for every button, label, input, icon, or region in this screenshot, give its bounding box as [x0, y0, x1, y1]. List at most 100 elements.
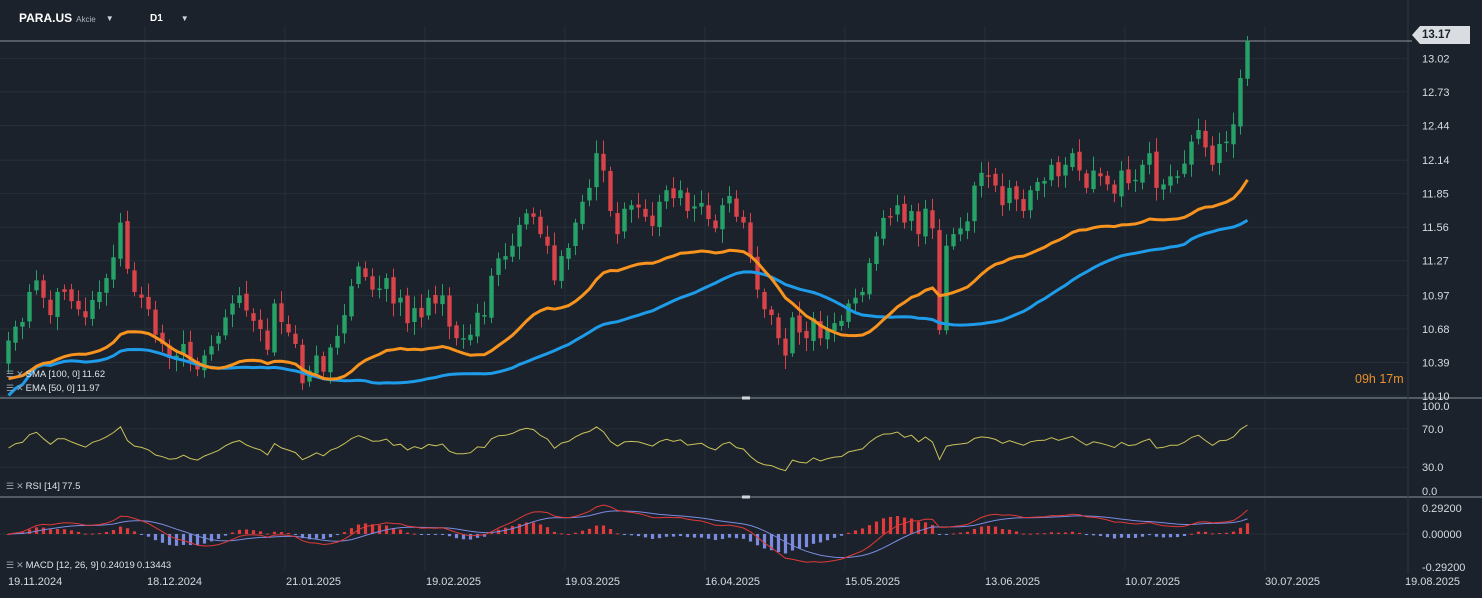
macd-tick-label: 0.00000: [1422, 529, 1462, 541]
macd-histogram-bar: [881, 518, 886, 534]
price-tick-label: 12.73: [1422, 87, 1450, 99]
candle-body: [678, 190, 683, 199]
settings-icon[interactable]: ☰: [6, 481, 15, 491]
rsi-legend[interactable]: ☰ ✕ RSI [14] 77.5: [6, 481, 80, 492]
sma-legend[interactable]: ☰ ✕ SMA [100, 0] 11.62: [6, 369, 105, 380]
macd-histogram-bar: [160, 534, 165, 543]
macd-histogram-bar: [139, 534, 144, 535]
macd-histogram-bar: [195, 534, 200, 546]
macd-histogram-bar: [748, 534, 753, 542]
ema-legend[interactable]: ☰ ✕ EMA [50, 0] 11.97: [6, 383, 100, 394]
symbol-selector[interactable]: PARA.US Akcie ▼: [19, 9, 114, 27]
macd-histogram-bar: [377, 525, 382, 534]
close-icon[interactable]: ✕: [16, 369, 24, 379]
candle-body: [349, 286, 354, 317]
candle-body: [944, 245, 949, 331]
candle-body: [272, 303, 277, 353]
price-tick-label: 10.97: [1422, 290, 1450, 302]
candle-body: [321, 356, 326, 372]
macd-histogram-bar: [650, 534, 655, 539]
macd-histogram-bar: [888, 516, 893, 534]
candle-body: [1091, 170, 1096, 190]
macd-histogram-bar: [293, 534, 298, 535]
macd-histogram-bar: [300, 534, 305, 539]
price-tick-label: 12.14: [1422, 155, 1450, 167]
macd-histogram-bar: [237, 529, 242, 534]
macd-histogram-bar: [706, 534, 711, 539]
macd-histogram-bar: [643, 534, 648, 538]
candle-body: [1126, 169, 1131, 184]
candle-body: [342, 315, 347, 334]
macd-histogram-bar: [657, 534, 662, 539]
candle-body: [244, 293, 249, 311]
settings-icon[interactable]: ☰: [6, 369, 15, 379]
macd-histogram-bar: [510, 525, 515, 534]
candle-body: [384, 278, 389, 289]
macd-histogram-bar: [209, 534, 214, 542]
macd-histogram-bar: [1224, 532, 1229, 534]
macd-histogram-bar: [839, 534, 844, 536]
macd-histogram-bar: [1007, 529, 1012, 534]
macd-histogram-bar: [97, 533, 102, 535]
macd-histogram-bar: [741, 534, 746, 539]
macd-histogram-bar: [664, 534, 669, 537]
macd-histogram-bar: [692, 534, 697, 538]
macd-histogram-bar: [986, 525, 991, 534]
candle-body: [748, 222, 753, 258]
candle-body: [741, 216, 746, 223]
macd-histogram-bar: [223, 534, 228, 536]
candle-body: [769, 309, 774, 316]
timeframe-selector[interactable]: D1 ▼: [150, 9, 189, 27]
macd-histogram-bar: [811, 534, 816, 544]
close-icon[interactable]: ✕: [16, 383, 24, 393]
macd-histogram-bar: [972, 528, 977, 534]
candle-body: [1217, 143, 1222, 163]
settings-icon[interactable]: ☰: [6, 560, 15, 570]
macd-histogram-bar: [727, 534, 732, 538]
macd-legend[interactable]: ☰ ✕ MACD [12, 26, 9] 0.24019 0.13443: [6, 560, 171, 571]
close-icon[interactable]: ✕: [16, 560, 24, 570]
rsi-tick-label: 100.0: [1422, 401, 1450, 413]
macd-histogram-bar: [1189, 533, 1194, 535]
macd-histogram-bar: [468, 534, 473, 540]
macd-histogram-bar: [965, 531, 970, 534]
candle-body: [41, 280, 46, 298]
macd-histogram-bar: [860, 528, 865, 534]
macd-histogram-bar: [1077, 532, 1082, 534]
rsi-tick-label: 0.0: [1422, 486, 1437, 498]
candle-body: [923, 208, 928, 237]
macd-histogram-bar: [111, 529, 116, 534]
date-tick-label: 15.05.2025: [845, 576, 900, 588]
candle-body: [167, 345, 172, 358]
candle-body: [1119, 170, 1124, 197]
macd-histogram-bar: [825, 534, 830, 541]
candle-body: [482, 315, 487, 317]
macd-histogram-bar: [1049, 532, 1054, 534]
candle-body: [1175, 176, 1180, 178]
macd-histogram-bar: [174, 534, 179, 546]
settings-icon[interactable]: ☰: [6, 383, 15, 393]
macd-histogram-bar: [489, 533, 494, 535]
macd-histogram-bar: [636, 534, 641, 537]
candle-body: [1133, 179, 1138, 182]
candle-body: [916, 211, 921, 235]
macd-histogram-bar: [734, 534, 739, 539]
macd-histogram-bar: [1210, 533, 1215, 535]
candle-body: [1112, 184, 1117, 194]
candle-body: [1238, 78, 1243, 127]
candle-body: [825, 328, 830, 340]
candle-body: [426, 297, 431, 316]
timeframe-label: D1: [150, 12, 163, 24]
candle-body: [860, 291, 865, 296]
candle-body: [608, 171, 613, 211]
macd-histogram-bar: [55, 529, 60, 534]
date-tick-label: 30.07.2025: [1265, 576, 1320, 588]
candle-body: [433, 294, 438, 304]
candle-body: [657, 201, 662, 227]
macd-histogram-bar: [1119, 534, 1124, 538]
candle-body: [503, 256, 508, 260]
close-icon[interactable]: ✕: [16, 481, 24, 491]
macd-histogram-bar: [678, 534, 683, 536]
candle-body: [146, 296, 151, 310]
